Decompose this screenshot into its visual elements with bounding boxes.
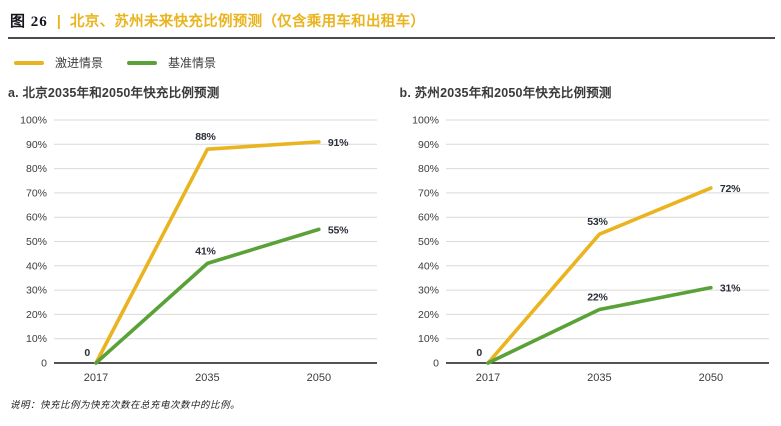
chart-panel-beijing: a. 北京2035年和2050年快充比例预测 100% 90% 80% 70% 60% 5… xyxy=(8,82,384,396)
origin-data-label: 0 xyxy=(84,347,90,359)
charts-row: a. 北京2035年和2050年快充比例预测 100% 90% 80% 70% 60% 5… xyxy=(8,82,775,396)
figure-number-label: 图 26 xyxy=(10,14,48,30)
data-point-label: 55% xyxy=(328,224,349,236)
y-tick-label: 10% xyxy=(417,333,438,345)
x-tick-label: 2017 xyxy=(84,372,108,384)
series-line-1 xyxy=(94,227,321,365)
chart-panel-suzhou: b. 苏州2035年和2050年快充比例预测 100% 90% 80% 70% 60% 5… xyxy=(400,82,776,396)
y-tick-label: 90% xyxy=(417,139,438,151)
x-tick-label: 2050 xyxy=(307,372,331,384)
data-point-label: 41% xyxy=(195,245,216,257)
line-chart-suzhou: 100% 90% 80% 70% 60% 50% 40% 30% 20% 10% 0 2017 2035… xyxy=(412,115,769,384)
x-tick-label: 2035 xyxy=(195,372,219,384)
x-tick-label: 2035 xyxy=(587,372,611,384)
series-line-0 xyxy=(94,140,321,365)
y-tick-label: 0 xyxy=(41,358,47,370)
title-separator: | xyxy=(56,13,61,30)
y-tick-label: 40% xyxy=(417,260,438,272)
data-point-label: 22% xyxy=(587,292,608,304)
chart-subtitle-suzhou: b. 苏州2035年和2050年快充比例预测 xyxy=(399,86,612,100)
origin-data-label: 0 xyxy=(476,347,482,359)
y-tick-label: 30% xyxy=(26,285,47,297)
y-tick-label: 0 xyxy=(433,358,439,370)
data-point-label: 72% xyxy=(719,183,740,195)
data-point-label: 88% xyxy=(195,131,216,143)
y-tick-label: 20% xyxy=(26,309,47,321)
y-tick-label: 30% xyxy=(417,285,438,297)
data-point-label: 31% xyxy=(719,283,740,295)
series-line-0 xyxy=(485,186,713,365)
aggressive-series-swatch-icon xyxy=(14,60,44,65)
header-rule xyxy=(8,37,775,39)
chart-subtitle-beijing: a. 北京2035年和2050年快充比例预测 xyxy=(8,86,220,100)
y-tick-label: 70% xyxy=(26,187,47,199)
line-chart-beijing: 100% 90% 80% 70% 60% 50% 40% 30% 20% 10% 0 2017 2035… xyxy=(20,115,377,384)
y-tick-label: 90% xyxy=(26,139,47,151)
legend-item-baseline: 基准情景 xyxy=(127,54,216,71)
y-tick-label: 20% xyxy=(417,309,438,321)
x-tick-label: 2017 xyxy=(475,372,499,384)
y-tick-label: 60% xyxy=(417,212,438,224)
y-tick-label: 80% xyxy=(417,163,438,175)
series-line-1 xyxy=(485,285,713,365)
y-tick-label: 40% xyxy=(26,260,47,272)
legend-label-aggressive: 激进情景 xyxy=(55,56,104,70)
legend-label-baseline: 基准情景 xyxy=(168,56,217,70)
y-tick-label: 60% xyxy=(26,212,47,224)
y-tick-label: 10% xyxy=(26,333,47,345)
baseline-series-swatch-icon xyxy=(127,60,158,65)
y-tick-label: 100% xyxy=(412,115,439,127)
y-tick-label: 50% xyxy=(26,236,47,248)
y-tick-label: 50% xyxy=(417,236,438,248)
figure-header: 图 26 | 北京、苏州未来快充比例预测（仅含乘用车和出租车） xyxy=(8,10,775,31)
y-tick-label: 80% xyxy=(26,163,47,175)
y-tick-label: 100% xyxy=(20,115,47,127)
footnote: 说明：快充比例为快充次数在总充电次数中的比例。 xyxy=(10,401,241,411)
figure-title: 北京、苏州未来快充比例预测（仅含乘用车和出租车） xyxy=(69,14,426,30)
data-point-label: 53% xyxy=(587,216,608,228)
chart-legend: 激进情景 基准情景 xyxy=(14,54,775,71)
y-tick-label: 70% xyxy=(417,187,438,199)
data-point-label: 91% xyxy=(328,137,349,149)
x-tick-label: 2050 xyxy=(698,372,722,384)
legend-item-aggressive: 激进情景 xyxy=(14,54,103,71)
